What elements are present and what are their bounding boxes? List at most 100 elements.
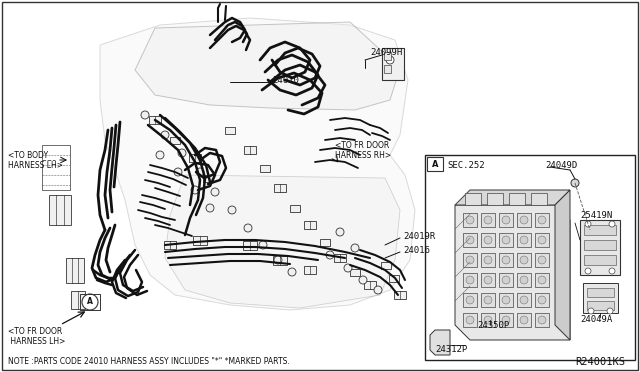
Circle shape <box>607 308 613 314</box>
Circle shape <box>538 216 546 224</box>
Text: R24001KS: R24001KS <box>575 357 625 367</box>
Circle shape <box>274 256 282 264</box>
Text: SEC.252: SEC.252 <box>447 160 484 170</box>
Circle shape <box>484 236 492 244</box>
Circle shape <box>466 216 474 224</box>
Text: <TO FR DOOR: <TO FR DOOR <box>8 327 62 337</box>
Bar <box>481 233 495 247</box>
Bar <box>463 293 477 307</box>
Text: <TO BODY: <TO BODY <box>8 151 48 160</box>
Text: NOTE :PARTS CODE 24010 HARNESS ASSY INCLUDES "*" *MARKED PARTS.: NOTE :PARTS CODE 24010 HARNESS ASSY INCL… <box>8 357 290 366</box>
Bar <box>584 225 616 235</box>
Bar <box>587 301 614 310</box>
Bar <box>260 164 270 171</box>
Circle shape <box>538 236 546 244</box>
Circle shape <box>141 111 149 119</box>
Text: 24010: 24010 <box>272 76 299 84</box>
Circle shape <box>156 151 164 159</box>
Bar <box>203 174 213 182</box>
Bar <box>384 65 391 73</box>
Circle shape <box>326 251 334 259</box>
Bar <box>164 241 176 249</box>
Bar <box>463 253 477 267</box>
Polygon shape <box>455 205 570 340</box>
Bar <box>189 154 201 162</box>
Circle shape <box>466 276 474 284</box>
Bar <box>71 291 85 309</box>
Bar <box>334 254 346 262</box>
Bar <box>274 184 286 192</box>
Bar <box>487 193 503 205</box>
Bar <box>304 221 316 229</box>
Circle shape <box>502 216 510 224</box>
Bar <box>49 195 71 225</box>
Polygon shape <box>555 190 570 340</box>
Bar <box>499 273 513 287</box>
Circle shape <box>259 241 267 249</box>
Circle shape <box>520 276 528 284</box>
Circle shape <box>288 268 296 276</box>
Polygon shape <box>430 330 450 355</box>
Circle shape <box>520 296 528 304</box>
Bar <box>481 273 495 287</box>
Circle shape <box>484 256 492 264</box>
Circle shape <box>520 216 528 224</box>
Bar <box>427 157 443 171</box>
Circle shape <box>178 149 186 157</box>
Circle shape <box>336 228 344 236</box>
Bar <box>535 273 549 287</box>
Circle shape <box>609 221 615 227</box>
Bar <box>243 241 257 250</box>
Bar <box>499 233 513 247</box>
Text: HARNESS LH>: HARNESS LH> <box>8 160 63 170</box>
Text: 24016: 24016 <box>403 246 430 254</box>
Bar <box>587 288 614 297</box>
Circle shape <box>228 206 236 214</box>
Circle shape <box>502 316 510 324</box>
Circle shape <box>466 316 474 324</box>
Bar <box>531 193 547 205</box>
Text: 24049A: 24049A <box>580 315 612 324</box>
Text: HARNESS RH>: HARNESS RH> <box>335 151 391 160</box>
Bar <box>290 205 300 212</box>
Bar <box>193 235 207 244</box>
Bar <box>463 233 477 247</box>
Bar <box>463 273 477 287</box>
Bar <box>481 253 495 267</box>
Text: 24099H: 24099H <box>370 48 403 57</box>
Bar <box>463 213 477 227</box>
Bar <box>80 294 100 310</box>
Bar <box>517 273 531 287</box>
Circle shape <box>520 316 528 324</box>
Bar <box>42 145 70 190</box>
Circle shape <box>538 296 546 304</box>
Bar <box>304 266 316 274</box>
Circle shape <box>386 56 394 64</box>
Circle shape <box>161 131 169 139</box>
Circle shape <box>484 276 492 284</box>
Circle shape <box>502 256 510 264</box>
Bar <box>517 213 531 227</box>
Bar <box>170 137 180 144</box>
Bar <box>499 253 513 267</box>
Bar <box>517 233 531 247</box>
Bar <box>425 155 635 360</box>
Circle shape <box>609 268 615 274</box>
Polygon shape <box>135 22 400 110</box>
Circle shape <box>466 236 474 244</box>
Circle shape <box>502 296 510 304</box>
Circle shape <box>538 316 546 324</box>
Circle shape <box>484 316 492 324</box>
Bar <box>481 293 495 307</box>
Bar <box>517 313 531 327</box>
Bar <box>364 281 376 289</box>
Circle shape <box>466 256 474 264</box>
Bar <box>389 275 399 282</box>
Bar <box>481 213 495 227</box>
Circle shape <box>191 186 199 194</box>
Polygon shape <box>165 175 400 308</box>
Circle shape <box>196 168 204 176</box>
Bar <box>535 293 549 307</box>
Text: A: A <box>432 160 438 169</box>
Bar <box>465 193 481 205</box>
